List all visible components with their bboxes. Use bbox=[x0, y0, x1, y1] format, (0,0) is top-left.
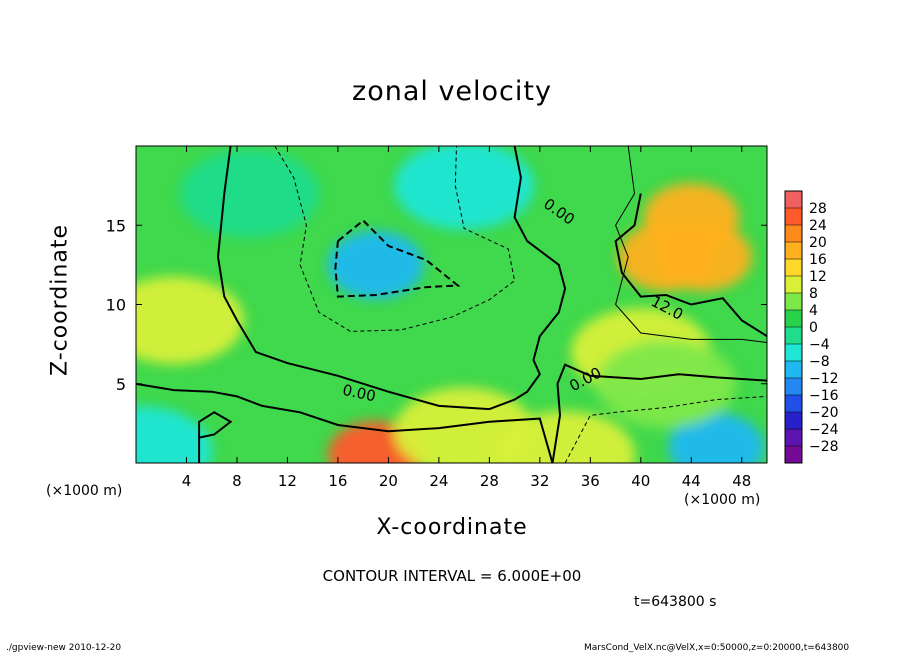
colorbar-tick-label: −28 bbox=[809, 439, 839, 455]
x-tick-label: 32 bbox=[530, 472, 549, 490]
y-axis-label: Z-coordinate bbox=[47, 224, 73, 376]
x-axis: 4 8 12 16 20 24 28 32 36 40 44 48 bbox=[182, 146, 751, 490]
colorbar-swatch bbox=[785, 395, 802, 413]
colorbar-swatch bbox=[785, 191, 802, 209]
x-tick-label: 28 bbox=[480, 472, 499, 490]
colorbar-swatch bbox=[785, 310, 802, 328]
contour-line bbox=[216, 146, 567, 411]
colorbar-tick-label: 8 bbox=[809, 286, 818, 302]
y-axis: 5 10 15 bbox=[106, 216, 767, 394]
colorbar-tick-label: 20 bbox=[809, 235, 827, 251]
y-tick-label: 5 bbox=[116, 375, 126, 394]
colorbar-tick-label: 4 bbox=[809, 303, 818, 319]
x-tick-label: 44 bbox=[682, 472, 701, 490]
colorbar-tick-label: 0 bbox=[809, 320, 818, 336]
colorbar-tick-label: −16 bbox=[809, 388, 839, 404]
footer-left: ./gpview-new 2010-12-20 bbox=[6, 643, 122, 653]
y-tick-label: 10 bbox=[106, 296, 126, 315]
colorbar-tick-label: −12 bbox=[809, 371, 839, 387]
colorbar-tick-label: −8 bbox=[809, 354, 830, 370]
x-tick-label: 16 bbox=[328, 472, 347, 490]
x-tick-label: 20 bbox=[379, 472, 398, 490]
field-feature bbox=[596, 339, 737, 428]
field-feature bbox=[668, 413, 765, 463]
x-tick-label: 24 bbox=[429, 472, 448, 490]
y-tick-label: 15 bbox=[106, 216, 126, 235]
colorbar-tick-label: 24 bbox=[809, 218, 827, 234]
colorbar-swatch bbox=[785, 225, 802, 243]
colorbar-swatch bbox=[785, 344, 802, 362]
chart-title: zonal velocity bbox=[352, 76, 552, 107]
plot-area bbox=[136, 146, 767, 463]
colorbar-swatch bbox=[785, 259, 802, 277]
contour-line bbox=[334, 219, 461, 298]
colorbar-tick-label: −4 bbox=[809, 337, 830, 353]
field-feature bbox=[136, 406, 213, 463]
x-tick-label: 36 bbox=[581, 472, 600, 490]
colorbar-swatch bbox=[785, 412, 802, 430]
x-tick-label: 12 bbox=[278, 472, 297, 490]
contour-line bbox=[198, 411, 233, 463]
x-axis-label: X-coordinate bbox=[376, 515, 528, 540]
colorbar-tick-label: −20 bbox=[809, 405, 839, 421]
colorbar-swatch bbox=[785, 208, 802, 226]
contour-interval: CONTOUR INTERVAL = 6.000E+00 bbox=[322, 567, 582, 585]
colorbar-tick-label: 16 bbox=[809, 252, 827, 268]
colorbar-swatch bbox=[785, 361, 802, 379]
colorbar-tick-label: 12 bbox=[809, 269, 827, 285]
colorbar-swatch bbox=[785, 446, 802, 464]
colorbar-swatch bbox=[785, 293, 802, 311]
field-feature bbox=[495, 411, 636, 463]
x-tick-label: 8 bbox=[232, 472, 242, 490]
contour-line bbox=[564, 395, 767, 463]
x-tick-label: 40 bbox=[631, 472, 650, 490]
colorbar-swatch bbox=[785, 429, 802, 447]
contour-line bbox=[136, 382, 554, 463]
field-feature bbox=[618, 222, 715, 291]
field-feature bbox=[179, 149, 320, 238]
x-unit-label-right: (×1000 m) bbox=[684, 492, 761, 508]
x-tick-label: 48 bbox=[732, 472, 751, 490]
field-feature bbox=[394, 146, 535, 230]
colorbar-swatch bbox=[785, 378, 802, 396]
contour-line bbox=[551, 363, 767, 463]
time-label: t=643800 s bbox=[634, 594, 717, 610]
footer-right: MarsCond_VelX.nc@VelX,x=0:50000,z=0:2000… bbox=[584, 643, 850, 653]
colorbar-tick-label: 28 bbox=[809, 201, 827, 217]
field-feature bbox=[136, 276, 244, 365]
colorbar-swatch bbox=[785, 327, 802, 345]
contour-line bbox=[274, 146, 516, 332]
x-tick-label: 4 bbox=[182, 472, 192, 490]
contour-line bbox=[615, 146, 767, 343]
colorbar-swatch bbox=[785, 242, 802, 260]
colorbar-tick-label: −24 bbox=[809, 422, 839, 438]
colorbar-swatch bbox=[785, 276, 802, 294]
x-unit-label-left: (×1000 m) bbox=[46, 483, 123, 499]
field-feature bbox=[327, 230, 424, 299]
contour-line bbox=[614, 193, 767, 338]
